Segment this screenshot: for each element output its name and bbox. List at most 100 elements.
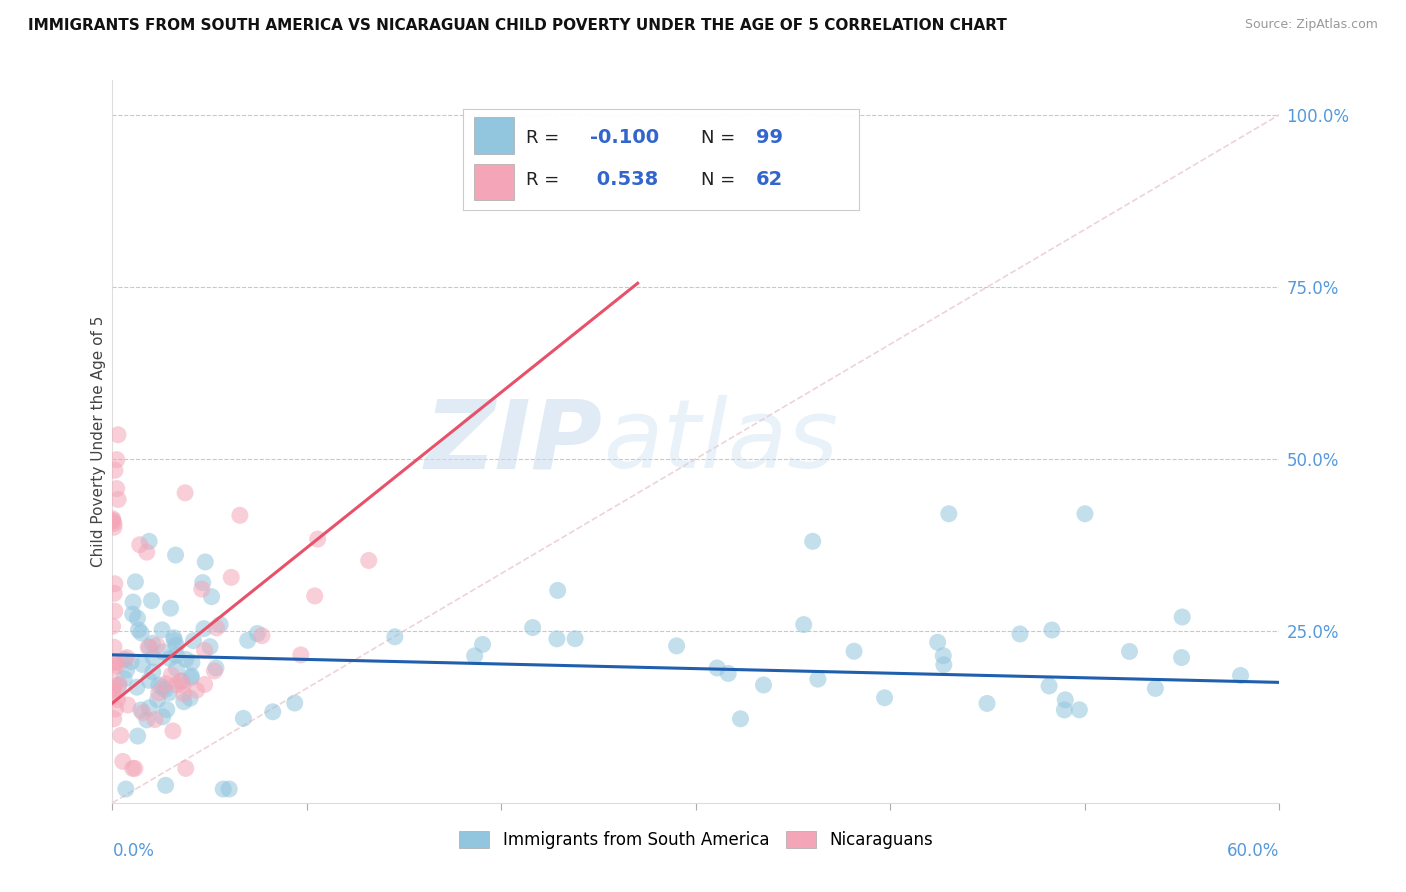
Point bbox=[110, 728, 132, 742]
Point bbox=[183, 633, 205, 648]
Point bbox=[124, 574, 146, 589]
Point bbox=[938, 507, 960, 521]
Point bbox=[232, 711, 254, 725]
Point bbox=[129, 626, 152, 640]
Text: Source: ZipAtlas.com: Source: ZipAtlas.com bbox=[1244, 18, 1378, 31]
Point bbox=[1171, 610, 1194, 624]
Point bbox=[101, 515, 124, 529]
Point bbox=[174, 485, 197, 500]
Point bbox=[730, 712, 752, 726]
Point bbox=[114, 652, 136, 666]
Point bbox=[103, 712, 125, 726]
Point bbox=[117, 698, 139, 712]
Point bbox=[142, 665, 165, 679]
Point bbox=[165, 639, 187, 653]
Point bbox=[236, 633, 259, 648]
Point bbox=[135, 713, 157, 727]
Point bbox=[104, 604, 127, 618]
Legend: Immigrants from South America, Nicaraguans: Immigrants from South America, Nicaragua… bbox=[453, 824, 939, 856]
Point bbox=[146, 692, 169, 706]
Point bbox=[111, 755, 134, 769]
Point bbox=[165, 548, 187, 562]
Point bbox=[159, 651, 181, 665]
Point bbox=[101, 619, 124, 633]
Point bbox=[163, 631, 186, 645]
Point bbox=[114, 782, 136, 797]
Point bbox=[108, 677, 131, 691]
Point bbox=[170, 673, 193, 688]
Point bbox=[150, 623, 173, 637]
Point bbox=[120, 655, 142, 669]
Point bbox=[124, 761, 146, 775]
Point bbox=[200, 590, 222, 604]
Point bbox=[193, 622, 215, 636]
Point bbox=[128, 538, 150, 552]
Point bbox=[155, 677, 177, 691]
Point bbox=[522, 621, 544, 635]
Text: IMMIGRANTS FROM SOUTH AMERICA VS NICARAGUAN CHILD POVERTY UNDER THE AGE OF 5 COR: IMMIGRANTS FROM SOUTH AMERICA VS NICARAG… bbox=[28, 18, 1007, 33]
Point bbox=[219, 570, 242, 584]
Point bbox=[290, 648, 312, 662]
Text: ZIP: ZIP bbox=[425, 395, 603, 488]
Point bbox=[218, 782, 240, 797]
Point bbox=[873, 690, 896, 705]
Point bbox=[143, 713, 166, 727]
Point bbox=[160, 668, 183, 682]
Point bbox=[148, 678, 170, 692]
Point bbox=[842, 644, 865, 658]
Point bbox=[170, 674, 193, 689]
Point bbox=[129, 703, 152, 717]
Point bbox=[105, 658, 128, 673]
Point bbox=[205, 621, 228, 635]
Point bbox=[127, 729, 149, 743]
Point bbox=[155, 778, 177, 792]
Point bbox=[166, 648, 188, 663]
Point bbox=[138, 701, 160, 715]
Point bbox=[547, 583, 569, 598]
Point bbox=[101, 513, 124, 527]
Point bbox=[148, 686, 170, 700]
Point bbox=[121, 607, 143, 622]
Point bbox=[122, 595, 145, 609]
Point bbox=[932, 657, 955, 672]
Point bbox=[121, 761, 143, 775]
Point bbox=[104, 656, 127, 670]
Point bbox=[665, 639, 688, 653]
Point bbox=[104, 702, 127, 716]
Point bbox=[103, 661, 125, 675]
Point bbox=[112, 672, 135, 686]
Point bbox=[107, 692, 129, 706]
Point bbox=[976, 697, 998, 711]
Point bbox=[152, 710, 174, 724]
Point bbox=[1038, 679, 1060, 693]
Point bbox=[807, 672, 830, 686]
Point bbox=[304, 589, 326, 603]
Point bbox=[191, 575, 214, 590]
Point bbox=[1170, 650, 1192, 665]
Point bbox=[141, 636, 163, 650]
Point bbox=[174, 652, 197, 666]
Point bbox=[801, 534, 824, 549]
Point bbox=[166, 662, 188, 676]
Point bbox=[181, 656, 204, 670]
Point bbox=[180, 669, 202, 683]
Point bbox=[471, 637, 494, 651]
Point bbox=[172, 678, 194, 692]
Point bbox=[108, 678, 131, 692]
Point bbox=[128, 623, 150, 637]
Point bbox=[103, 655, 125, 669]
Point bbox=[103, 586, 125, 600]
Point bbox=[180, 671, 202, 685]
Point bbox=[105, 482, 128, 496]
Point bbox=[131, 657, 153, 672]
Point bbox=[132, 706, 155, 720]
Point bbox=[103, 678, 125, 692]
Point bbox=[194, 555, 217, 569]
Point bbox=[146, 639, 169, 653]
Point bbox=[105, 452, 128, 467]
Point bbox=[357, 553, 380, 567]
Point bbox=[136, 640, 159, 655]
Point bbox=[179, 691, 201, 706]
Point bbox=[152, 681, 174, 695]
Point bbox=[1074, 507, 1097, 521]
